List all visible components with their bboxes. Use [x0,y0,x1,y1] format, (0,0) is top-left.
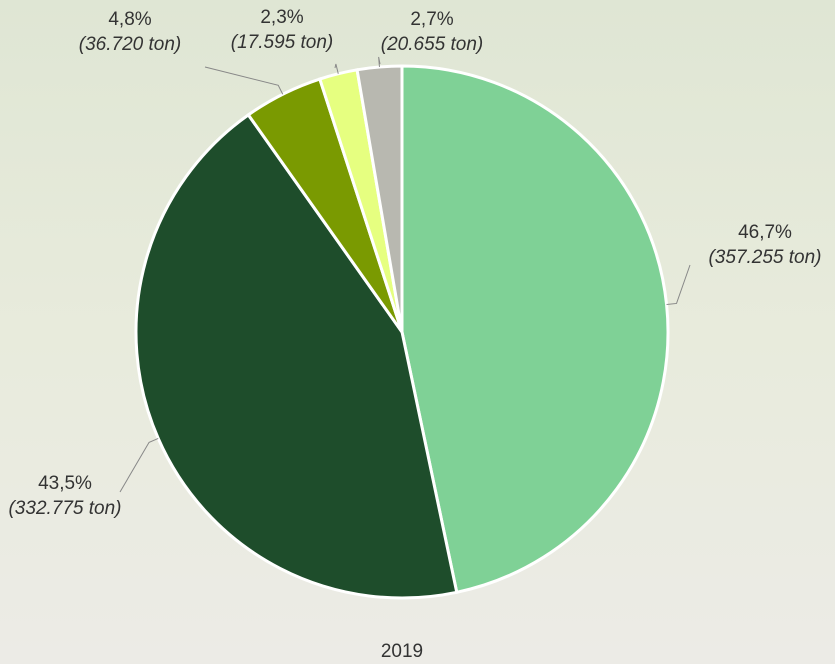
data-label: 2,3% [260,7,303,28]
data-label: 46,7% [738,222,792,243]
data-label-detail: (36.720 ton) [79,34,181,55]
data-label: 43,5% [38,473,92,494]
data-label-detail: (17.595 ton) [231,32,333,53]
chart-title: 2019 [381,641,423,662]
data-label-detail: (20.655 ton) [381,34,483,55]
data-label: 4,8% [108,9,151,30]
data-label-detail: (332.775 ton) [8,498,121,519]
chart: 46,7% (357.255 ton) 43,5% (332.775 ton) 4,8%… [0,0,835,664]
data-label-detail: (357.255 ton) [708,247,821,268]
data-label: 2,7% [410,9,453,30]
